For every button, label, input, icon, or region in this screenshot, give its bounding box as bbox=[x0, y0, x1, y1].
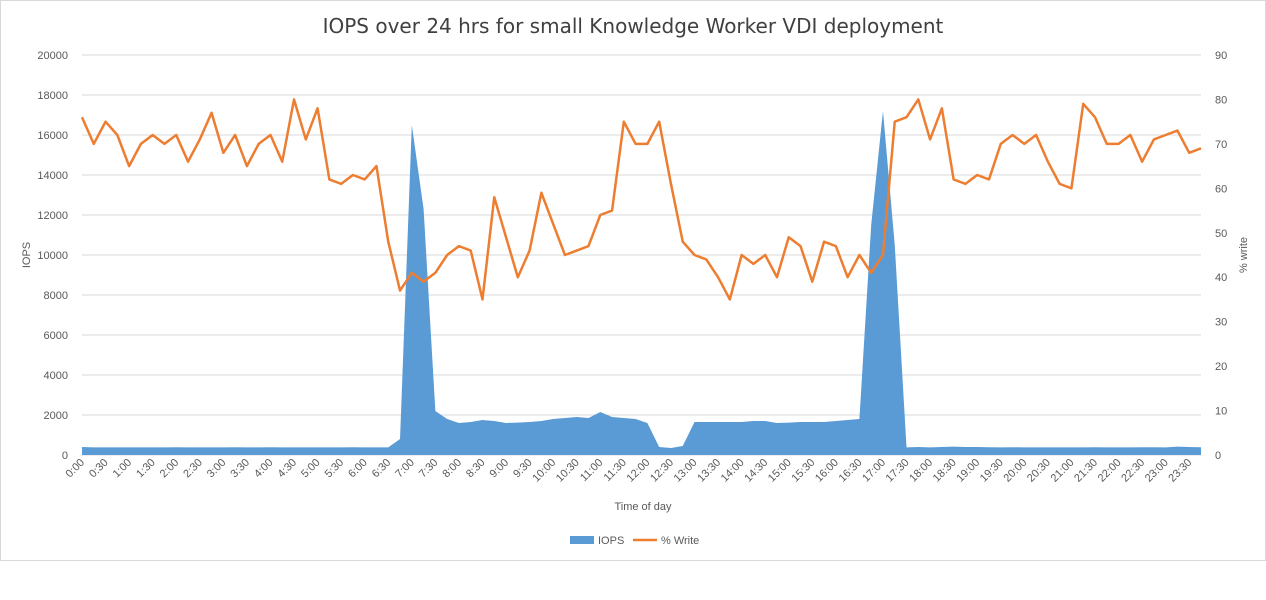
y-right-tick-label: 60 bbox=[1215, 183, 1227, 195]
x-tick-label: 3:00 bbox=[205, 457, 229, 481]
y-axis-right-title: % write bbox=[1238, 237, 1250, 273]
y-left-tick-label: 14000 bbox=[37, 170, 68, 182]
y-left-tick-label: 4000 bbox=[44, 370, 68, 382]
write-percent-line bbox=[80, 98, 1202, 301]
x-tick-label: 1:30 bbox=[134, 457, 158, 481]
y-right-tick-label: 20 bbox=[1215, 361, 1227, 373]
x-tick-label: 19:30 bbox=[978, 457, 1006, 485]
y-left-tick-label: 6000 bbox=[44, 330, 68, 342]
x-tick-label: 11:30 bbox=[602, 457, 629, 484]
y-left-tick-label: 10000 bbox=[37, 250, 68, 262]
x-tick-label: 17:00 bbox=[860, 457, 888, 485]
y-right-tick-label: 70 bbox=[1215, 139, 1227, 151]
x-tick-label: 7:30 bbox=[417, 457, 441, 481]
y-right-tick-label: 90 bbox=[1215, 50, 1227, 62]
x-tick-label: 11:00 bbox=[578, 457, 605, 484]
y-left-tick-label: 8000 bbox=[44, 290, 68, 302]
y-axis-left-title: IOPS bbox=[21, 242, 33, 268]
x-tick-label: 8:00 bbox=[440, 457, 464, 481]
x-tick-label: 2:30 bbox=[181, 457, 205, 481]
x-axis-ticks: 0:00 0:30 1:00 1:30 2:00 2:30 3:00 3:30 4:00 4:30… bbox=[63, 457, 1194, 485]
right-axis-ticks: 0 10 20 30 40 50 60 70 80 90 bbox=[1215, 50, 1227, 462]
x-tick-label: 5:30 bbox=[323, 457, 347, 481]
x-tick-label: 20:00 bbox=[1001, 457, 1029, 485]
y-right-tick-label: 0 bbox=[1215, 450, 1221, 462]
y-left-tick-label: 16000 bbox=[37, 130, 68, 142]
x-tick-label: 12:00 bbox=[625, 457, 653, 485]
x-tick-label: 6:00 bbox=[346, 457, 370, 481]
legend-swatch-iops bbox=[570, 536, 594, 544]
x-tick-label: 20:30 bbox=[1025, 457, 1053, 485]
x-tick-label: 22:30 bbox=[1119, 457, 1147, 485]
chart-frame bbox=[0, 0, 1266, 561]
x-tick-label: 16:00 bbox=[813, 457, 841, 485]
x-tick-label: 23:30 bbox=[1166, 457, 1194, 485]
y-left-tick-label: 12000 bbox=[37, 210, 68, 222]
x-tick-label: 14:00 bbox=[719, 457, 747, 485]
x-tick-label: 4:30 bbox=[276, 457, 300, 481]
x-tick-label: 23:00 bbox=[1143, 457, 1171, 485]
y-left-tick-label: 20000 bbox=[37, 50, 68, 62]
x-tick-label: 17:30 bbox=[884, 457, 912, 485]
x-tick-label: 10:30 bbox=[554, 457, 582, 485]
x-tick-label: 18:00 bbox=[907, 457, 935, 485]
x-tick-label: 22:00 bbox=[1096, 457, 1124, 485]
x-tick-label: 1:00 bbox=[111, 457, 135, 481]
x-tick-label: 18:30 bbox=[931, 457, 959, 485]
x-tick-label: 21:00 bbox=[1049, 457, 1077, 485]
x-tick-label: 15:30 bbox=[789, 457, 817, 485]
x-tick-label: 8:30 bbox=[464, 457, 488, 481]
x-tick-label: 10:00 bbox=[530, 457, 558, 485]
x-tick-label: 14:30 bbox=[742, 457, 770, 485]
x-tick-label: 7:00 bbox=[393, 457, 417, 481]
x-axis-title: Time of day bbox=[614, 501, 672, 513]
legend-label-iops: IOPS bbox=[598, 535, 624, 547]
x-tick-label: 4:00 bbox=[252, 457, 276, 481]
x-tick-label: 12:30 bbox=[648, 457, 676, 485]
x-tick-label: 2:00 bbox=[158, 457, 182, 481]
legend-label-write: % Write bbox=[661, 535, 699, 547]
x-tick-label: 19:00 bbox=[954, 457, 982, 485]
legend: IOPS % Write bbox=[570, 535, 699, 547]
x-tick-label: 5:00 bbox=[299, 457, 323, 481]
x-tick-label: 16:30 bbox=[837, 457, 865, 485]
y-right-tick-label: 10 bbox=[1215, 406, 1227, 418]
y-right-tick-label: 30 bbox=[1215, 317, 1227, 329]
left-axis-ticks: 0 2000 4000 6000 8000 10000 12000 14000 16000 180… bbox=[37, 50, 68, 462]
y-left-tick-label: 18000 bbox=[37, 90, 68, 102]
x-tick-label: 21:30 bbox=[1072, 457, 1100, 485]
x-tick-label: 9:00 bbox=[488, 457, 512, 481]
x-tick-label: 15:00 bbox=[766, 457, 794, 485]
y-left-tick-label: 0 bbox=[62, 450, 68, 462]
y-left-tick-label: 2000 bbox=[44, 410, 68, 422]
x-tick-label: 13:00 bbox=[672, 457, 700, 485]
y-right-tick-label: 40 bbox=[1215, 272, 1227, 284]
x-tick-label: 0:30 bbox=[87, 457, 111, 481]
gridlines bbox=[82, 54, 1201, 456]
write-line-layer bbox=[80, 98, 1202, 301]
chart-title: IOPS over 24 hrs for small Knowledge Wor… bbox=[323, 14, 944, 38]
x-tick-label: 3:30 bbox=[228, 457, 252, 481]
y-right-tick-label: 50 bbox=[1215, 228, 1227, 240]
x-tick-label: 6:30 bbox=[370, 457, 394, 481]
x-tick-label: 13:30 bbox=[695, 457, 723, 485]
y-right-tick-label: 80 bbox=[1215, 94, 1227, 106]
